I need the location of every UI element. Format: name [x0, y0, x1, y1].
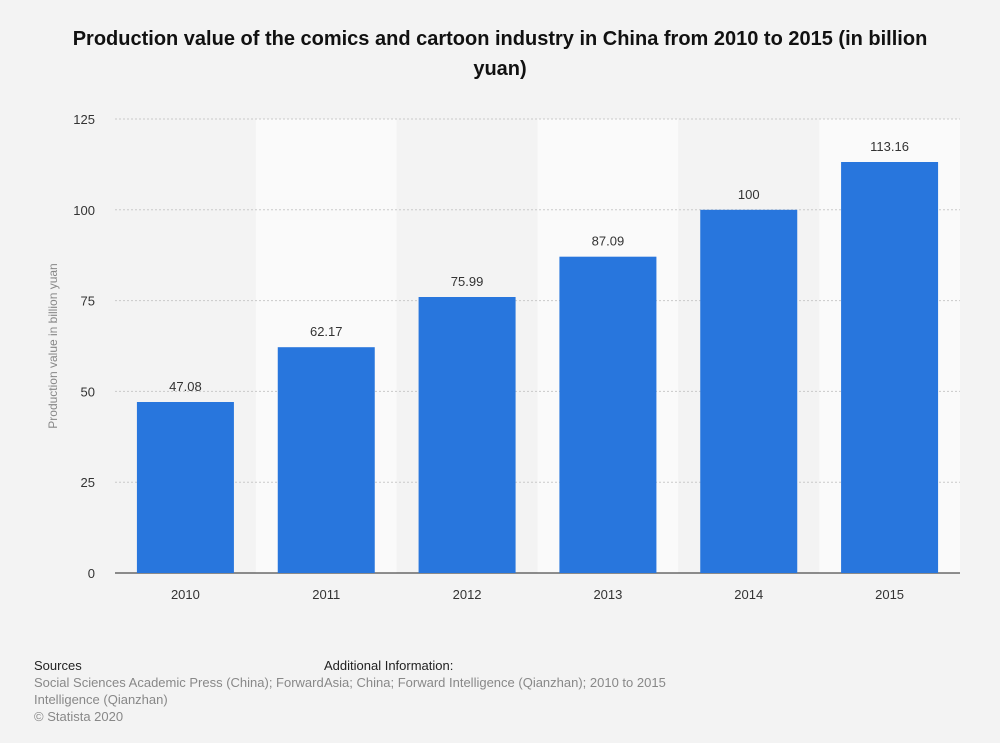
x-tick-label: 2015: [875, 587, 904, 602]
y-tick-label: 50: [81, 384, 95, 399]
copyright-line: © Statista 2020: [34, 709, 124, 724]
bar-value-label: 87.09: [592, 234, 625, 249]
x-tick-label: 2013: [593, 587, 622, 602]
bar-value-label: 47.08: [169, 379, 202, 394]
y-tick-label: 0: [88, 566, 95, 581]
bar-value-label: 113.16: [870, 139, 909, 154]
sources-line: Intelligence (Qianzhan): [34, 692, 168, 707]
bar: [136, 402, 234, 573]
bar: [841, 162, 939, 574]
additional-info-block: Additional Information: Asia; China; For…: [324, 657, 724, 691]
sources-heading: Sources: [34, 658, 82, 673]
bar-value-label: 75.99: [451, 274, 484, 289]
bar: [418, 297, 516, 573]
sources-block: Sources Social Sciences Academic Press (…: [34, 657, 324, 725]
x-tick-label: 2010: [171, 587, 200, 602]
bar-value-label: 62.17: [310, 324, 343, 339]
additional-info-line: Asia; China; Forward Intelligence (Qianz…: [324, 675, 666, 690]
x-tick-label: 2014: [734, 587, 763, 602]
y-tick-label: 75: [81, 294, 95, 309]
bar: [277, 347, 375, 573]
additional-info-heading: Additional Information:: [324, 658, 454, 673]
y-tick-label: 100: [73, 203, 95, 218]
bar: [700, 209, 798, 574]
y-axis-label: Production value in billion yuan: [46, 263, 60, 428]
bar: [559, 256, 657, 573]
chart-title: Production value of the comics and carto…: [72, 28, 928, 80]
x-tick-label: 2012: [453, 587, 482, 602]
sources-line: Social Sciences Academic Press (China); …: [34, 675, 324, 690]
y-tick-label: 25: [81, 475, 95, 490]
bar-chart: 47.08 62.17 75.99 87.09 100 113.16 0 25 50 75 100…: [46, 112, 960, 602]
x-tick-label: 2011: [312, 587, 340, 602]
bar-value-label: 100: [738, 187, 760, 202]
y-tick-label: 125: [73, 112, 95, 127]
